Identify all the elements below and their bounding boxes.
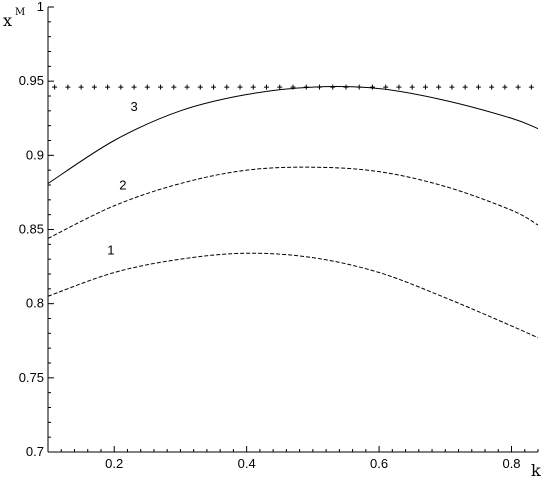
curve-labels: 1 2 3 [107, 99, 137, 258]
curve-label-2: 2 [119, 177, 126, 192]
cross-marker [144, 84, 150, 90]
cross-marker [409, 84, 415, 90]
cross-marker [118, 84, 124, 90]
x-axis-label: k [531, 461, 541, 480]
cross-marker [330, 84, 336, 90]
cross-marker [65, 84, 71, 90]
y-tick-label: 0.9 [26, 147, 44, 162]
series-line-2 [47, 166, 539, 239]
cross-marker [211, 84, 217, 90]
y-tick-label: 0.8 [26, 296, 44, 311]
cross-marker [475, 84, 481, 90]
cross-marker [264, 84, 270, 90]
cross-marker [78, 84, 84, 90]
cross-marker [356, 84, 362, 90]
y-tick-label: 0.85 [19, 222, 44, 237]
y-axis-label-superscript: M [15, 7, 25, 18]
cross-marker [316, 84, 322, 90]
x-tick-label: 0.6 [370, 456, 388, 471]
cross-marker [237, 84, 243, 90]
cross-marker [449, 84, 455, 90]
cross-marker [369, 84, 375, 90]
x-tick-label: 0.8 [502, 456, 520, 471]
x-tick-label: 0.2 [105, 456, 123, 471]
cross-marker [105, 84, 111, 90]
series-line-3 [47, 86, 539, 184]
cross-marker [277, 84, 283, 90]
y-tick-label: 0.75 [19, 370, 44, 385]
cross-marker [290, 84, 296, 90]
cross-marker [502, 84, 508, 90]
ticks: 0.2 0.4 0.6 0.8 0.7 0.75 0.8 0.85 0.9 0.95 1 [19, 0, 539, 471]
cross-marker [250, 84, 256, 90]
cross-marker [489, 84, 495, 90]
series-line-1 [47, 252, 539, 339]
cross-marker [158, 84, 164, 90]
curve-label-3: 3 [130, 99, 137, 114]
y-tick-label: 0.7 [26, 444, 44, 459]
cross-marker [343, 84, 349, 90]
y-tick-label: 0.95 [19, 73, 44, 88]
y-axis-label: x [3, 11, 12, 30]
cross-marker [436, 84, 442, 90]
cross-marker [422, 84, 428, 90]
curves [47, 86, 539, 339]
cross-marker [396, 84, 402, 90]
cross-marker [462, 84, 468, 90]
cross-marker [528, 84, 534, 90]
x-tick-label: 0.4 [238, 456, 256, 471]
cross-marker [197, 84, 203, 90]
cross-marker [171, 84, 177, 90]
crossline-markers [52, 84, 534, 90]
cross-marker [303, 84, 309, 90]
curve-label-1: 1 [107, 243, 114, 258]
cross-marker [91, 84, 97, 90]
cross-marker [383, 84, 389, 90]
cross-marker [224, 84, 230, 90]
cross-marker [52, 84, 58, 90]
axes [47, 7, 538, 453]
cross-marker [184, 84, 190, 90]
cross-marker [515, 84, 521, 90]
cross-marker [131, 84, 137, 90]
y-tick-label: 1 [37, 0, 44, 14]
